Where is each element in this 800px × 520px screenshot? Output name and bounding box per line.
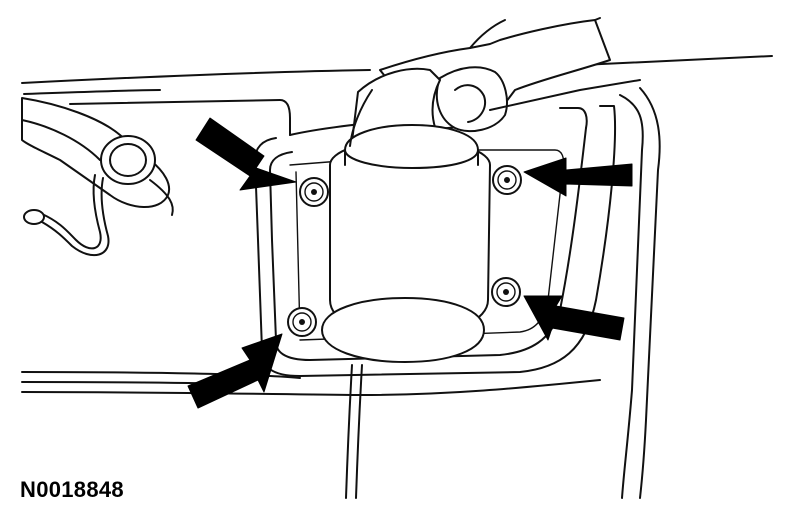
arrow-icon [187, 333, 283, 409]
arrow-icon [523, 295, 625, 341]
figure-id-label: N0018848 [20, 477, 124, 502]
arrow-icon [523, 157, 633, 197]
bolt-upper-right [492, 165, 522, 195]
mounting-recess [69, 99, 616, 377]
upper-hose [379, 17, 641, 133]
left-arm [21, 97, 174, 256]
arrow-icon [195, 117, 297, 191]
bolt-lower-left [287, 307, 317, 337]
bolt-lower-right [491, 277, 521, 307]
bolt-upper-left [299, 177, 329, 207]
motor-housing [321, 67, 491, 363]
